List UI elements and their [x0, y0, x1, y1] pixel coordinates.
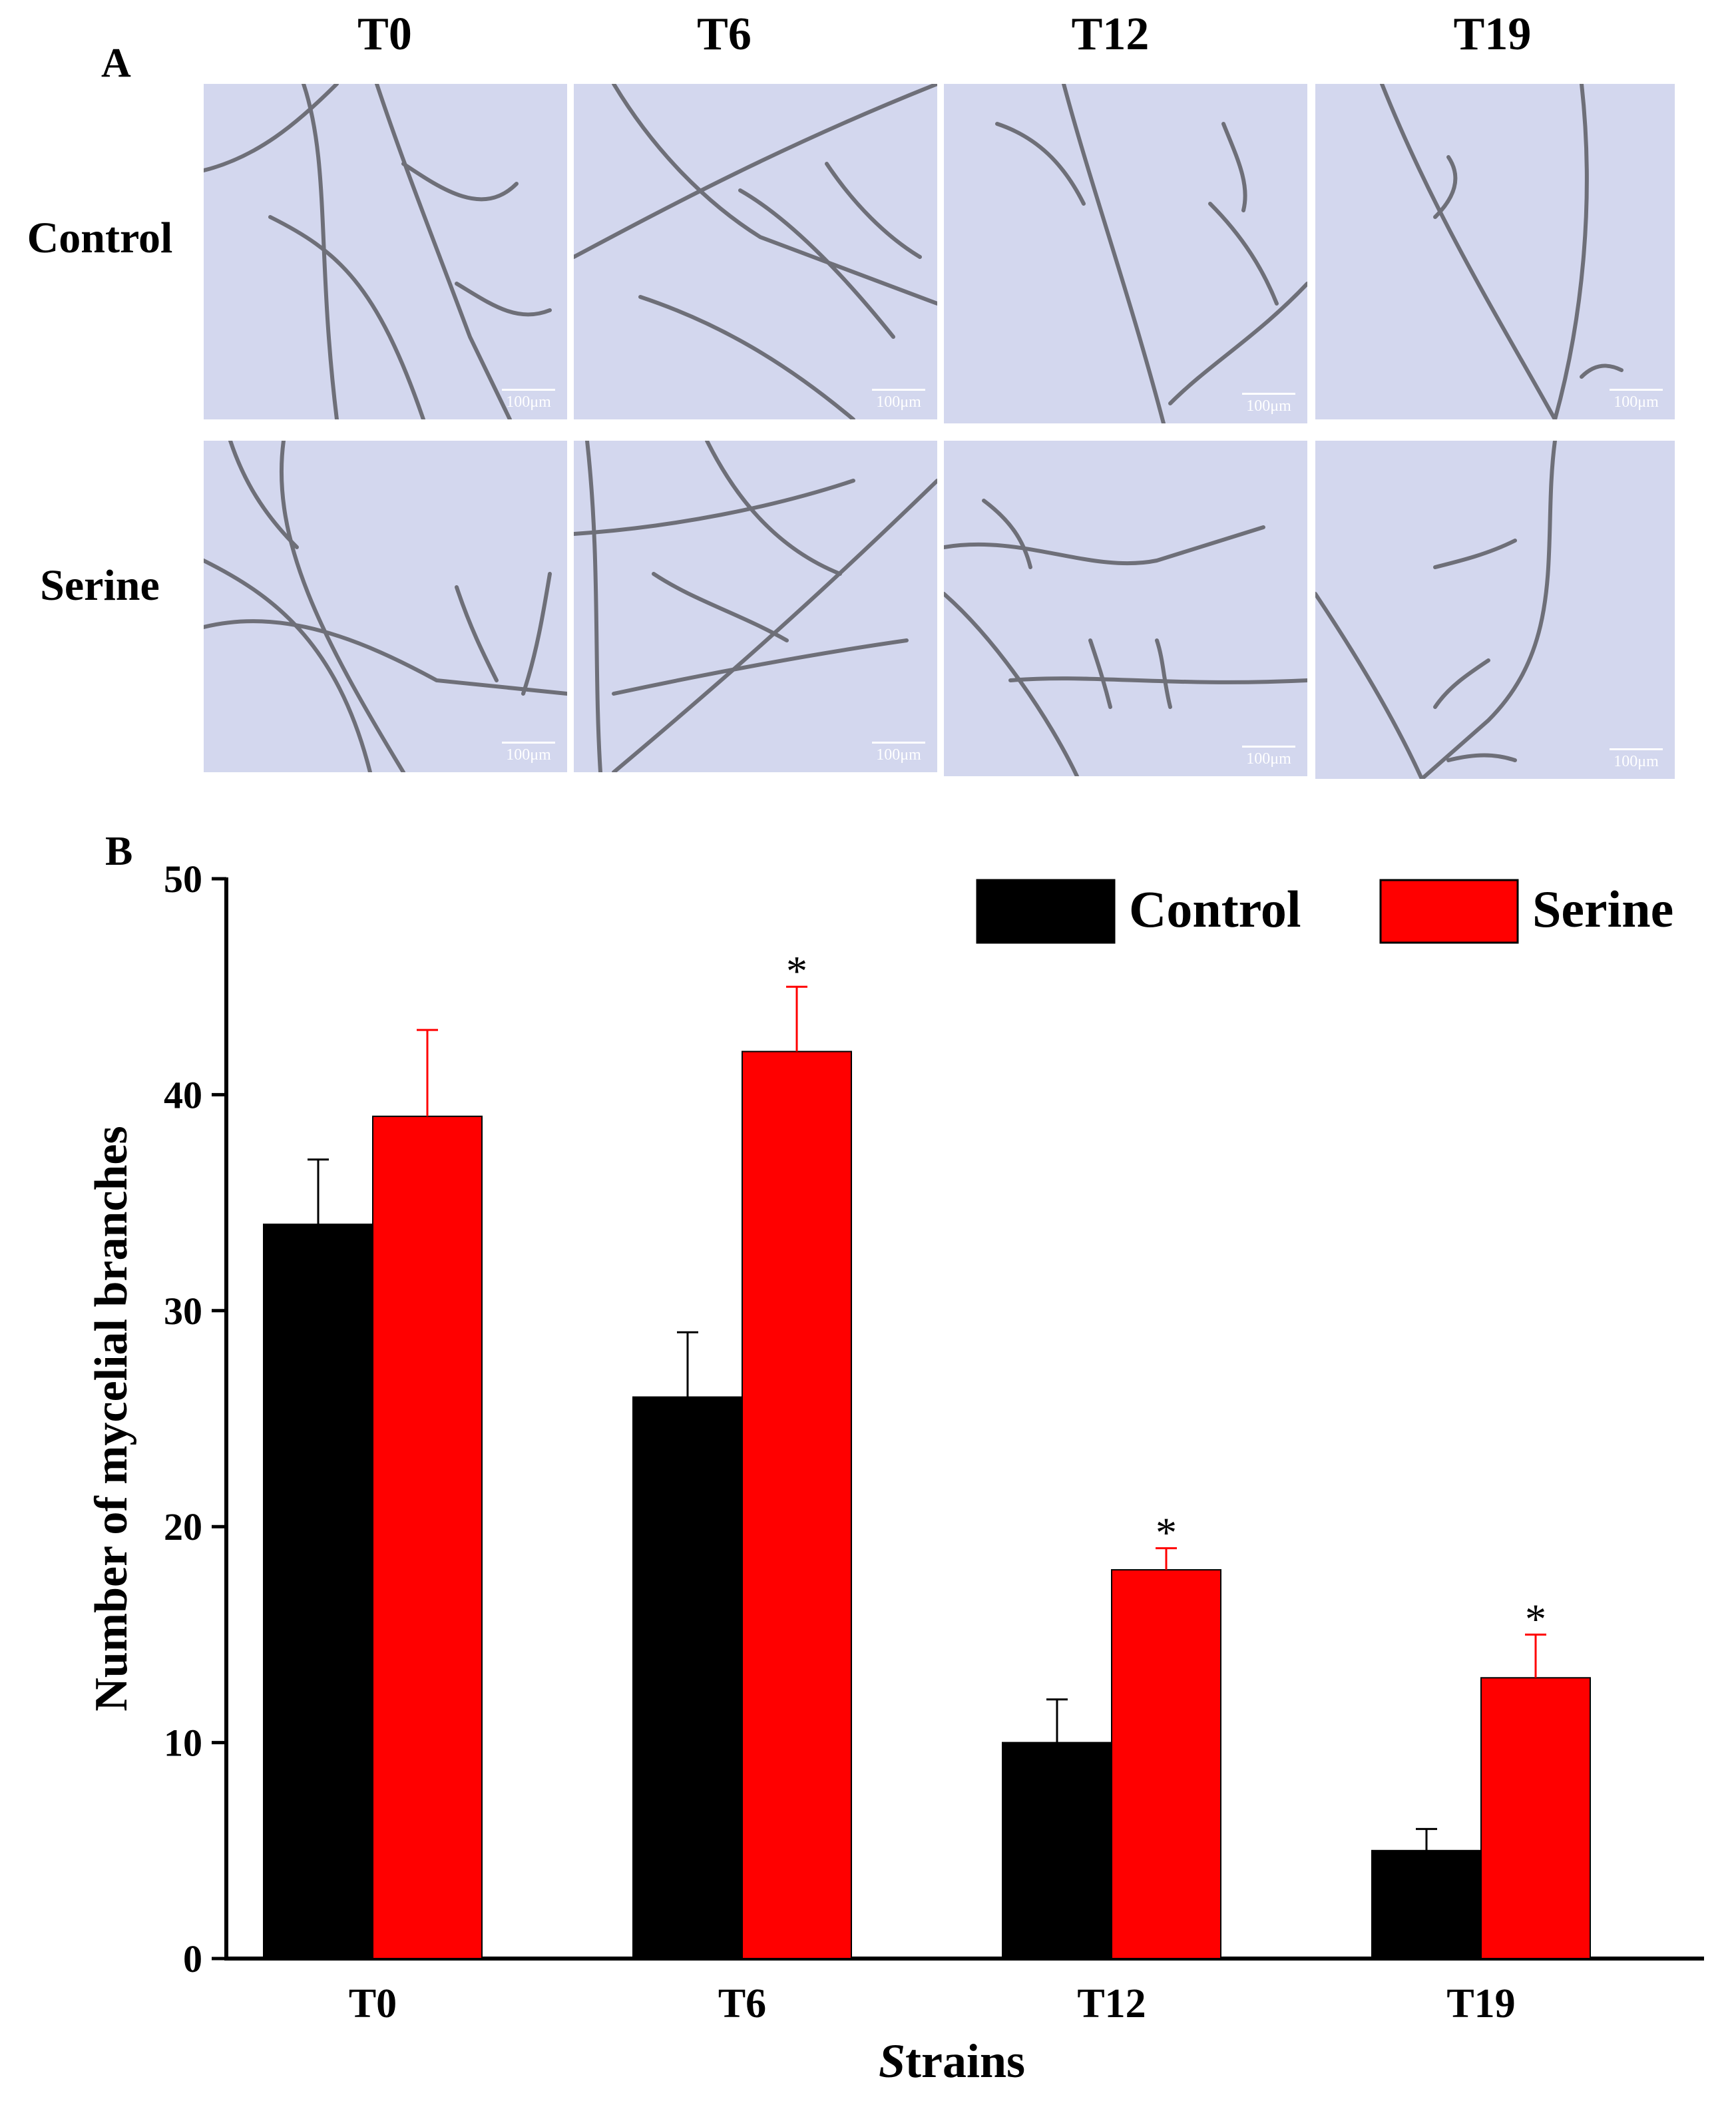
col-header-t0: T0 — [357, 9, 412, 60]
x-axis-label: Strains — [879, 2034, 1025, 2088]
y-tick-label: 50 — [164, 857, 202, 901]
significance-marker: * — [1525, 1595, 1546, 1642]
legend-swatch-control — [976, 879, 1116, 944]
scale-bar-label: 100μm — [506, 746, 551, 764]
scale-bar-label: 100μm — [876, 746, 921, 764]
legend-swatch-serine — [1379, 879, 1519, 944]
col-header-t12: T12 — [1071, 9, 1150, 60]
row-header-serine: Serine — [40, 561, 160, 610]
col-header-t6: T6 — [697, 9, 752, 60]
scale-bar-label: 100μm — [506, 393, 551, 411]
bar-serine — [372, 1115, 483, 1960]
panel-b-label: B — [105, 829, 133, 874]
significance-marker: * — [1156, 1509, 1177, 1556]
bar-control — [1002, 1742, 1112, 1959]
scale-bar-label: 100μm — [1614, 753, 1659, 770]
micrograph-serine-t6: 100μm — [574, 441, 937, 772]
scale-bar-label: 100μm — [876, 393, 921, 411]
x-tick-label: T12 — [1077, 1981, 1146, 2026]
micrograph-serine-t19: 100μm — [1315, 441, 1675, 779]
bar-serine — [742, 1051, 852, 1959]
scale-bar-label: 100μm — [1246, 750, 1291, 768]
scale-bar: 100μm — [1610, 389, 1663, 411]
panel-a-label: A — [101, 41, 131, 86]
y-tick-label: 20 — [164, 1505, 202, 1548]
bar-chart: 0 10 20 30 40 50 T0 * T6 * T12 * T19 Strains Number of… — [86, 857, 1704, 2088]
bar-serine — [1480, 1677, 1591, 1960]
col-header-t19: T19 — [1453, 9, 1532, 60]
micrograph-control-t19: 100μm — [1315, 84, 1675, 419]
scale-bar: 100μm — [502, 389, 555, 411]
micrograph-serine-t0: 100μm — [204, 441, 567, 772]
micrograph-serine-t12: 100μm — [944, 441, 1307, 776]
scale-bar: 100μm — [1610, 748, 1663, 771]
scale-bar-label: 100μm — [1246, 397, 1291, 415]
scale-bar-label: 100μm — [1614, 393, 1659, 411]
bar-control — [632, 1396, 743, 1959]
scale-bar: 100μm — [872, 389, 925, 411]
y-tick-label: 30 — [164, 1289, 202, 1333]
scale-bar: 100μm — [1242, 393, 1295, 415]
scale-bar: 100μm — [1242, 746, 1295, 768]
y-axis-label: Number of mycelial branches — [86, 1126, 137, 1711]
micrograph-control-t0: 100μm — [204, 84, 567, 419]
legend-label-control: Control — [1129, 880, 1301, 938]
x-tick-label: T19 — [1446, 1981, 1515, 2026]
bar-control — [1371, 1849, 1482, 1960]
bar-control — [263, 1224, 373, 1959]
micrograph-control-t6: 100μm — [574, 84, 937, 419]
bar-serine — [1111, 1569, 1221, 1959]
micrograph-control-t12: 100μm — [944, 84, 1307, 423]
scale-bar: 100μm — [502, 742, 555, 764]
y-tick-label: 0 — [183, 1937, 202, 1981]
y-tick-label: 10 — [164, 1722, 202, 1765]
legend-label-serine: Serine — [1532, 880, 1673, 938]
y-tick-label: 40 — [164, 1073, 202, 1116]
x-tick-label: T6 — [718, 1981, 766, 2026]
x-tick-label: T0 — [349, 1981, 397, 2026]
row-header-control: Control — [27, 214, 173, 262]
scale-bar: 100μm — [872, 742, 925, 764]
significance-marker: * — [786, 947, 807, 995]
